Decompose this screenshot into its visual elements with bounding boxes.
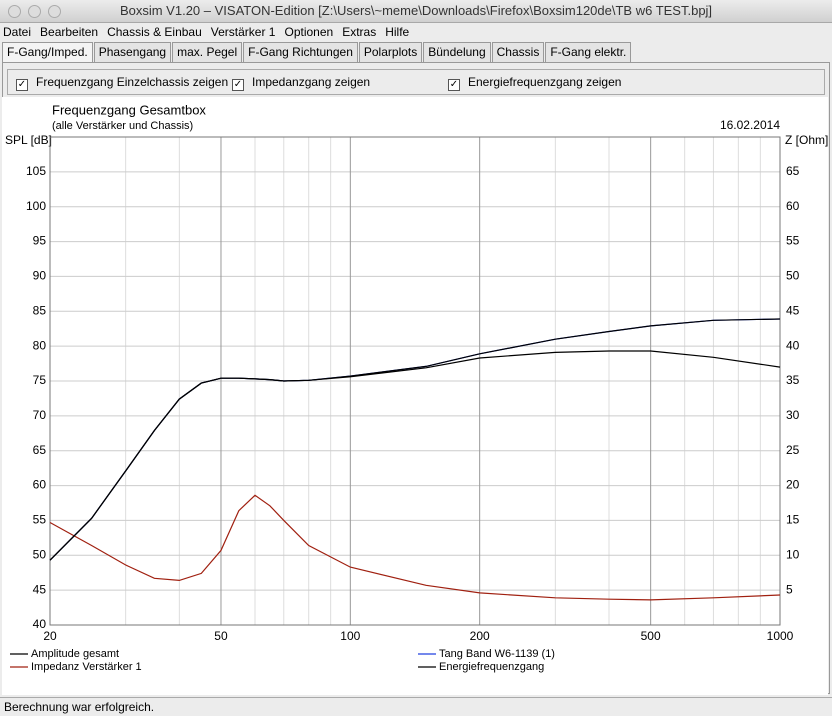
y-tick-label: 90 [33,269,47,283]
checkbox-row: ✓ Frequenzgang Einzelchassis zeigen ✓ Imped… [7,69,825,95]
tab[interactable]: F-Gang Richtungen [243,42,358,62]
y-tick-label: 45 [33,582,47,596]
y2-tick-label: 25 [786,443,800,457]
tab[interactable]: F-Gang/Imped. [2,42,93,62]
y-tick-label: 55 [33,513,47,527]
checkbox[interactable]: ✓ Frequenzgang Einzelchassis zeigen [16,75,228,91]
y2-tick-label: 5 [786,582,793,596]
x-tick-label: 200 [470,629,490,643]
minimize-button[interactable] [28,5,41,18]
tab[interactable]: F-Gang elektr. [545,42,632,62]
menu-item[interactable]: Extras [342,25,377,39]
legend-label: Impedanz Verstärker 1 [31,661,142,673]
y2-tick-label: 15 [786,513,800,527]
chart: Frequenzgang Gesamtbox (alle Verstärker u… [2,97,828,695]
y2-tick-label: 55 [786,234,800,248]
y2-tick-label: 10 [786,547,800,561]
y-tick-label: 100 [26,199,46,213]
y2-tick-label: 35 [786,373,800,387]
legend-label: Tang Band W6-1139 (1) [439,648,555,660]
chart-background [2,97,828,695]
checkbox-label: Frequenzgang Einzelchassis zeigen [36,75,229,89]
zoom-button[interactable] [48,5,61,18]
menu-item[interactable]: Optionen [284,25,334,39]
y2-axis-label: Z [Ohm] [785,133,828,147]
chart-subtitle: (alle Verstärker und Chassis) [52,120,193,132]
y-axis-label: SPL [dB] [5,133,52,147]
series-line [49,494,781,601]
checkbox-label: Energiefrequenzgang zeigen [468,75,622,89]
legend-label: Energiefrequenzgang [439,661,544,673]
y-tick-label: 50 [33,547,47,561]
tab[interactable]: Bündelung [423,42,491,62]
menu-item[interactable]: Datei [3,25,32,39]
plot-frame [49,136,781,626]
y2-tick-label: 50 [786,269,800,283]
y2-tick-label: 20 [786,478,800,492]
menu-item[interactable]: Chassis & Einbau [107,25,202,39]
y-tick-label: 85 [33,303,47,317]
x-tick-label: 20 [43,629,57,643]
chart-title: Frequenzgang Gesamtbox [52,102,206,117]
y2-tick-label: 60 [786,199,800,213]
menu-item[interactable]: Bearbeiten [40,25,99,39]
checkbox-box[interactable]: ✓ [232,79,244,91]
checkbox[interactable]: ✓ Energiefrequenzgang zeigen [448,75,621,91]
checkbox-label: Impedanzgang zeigen [252,75,371,89]
y-tick-label: 95 [33,234,47,248]
y-tick-label: 105 [26,164,46,178]
x-tick-label: 50 [214,629,228,643]
tab-bar: F-Gang/Imped. Phasengang max. Pegel F-Gang … [2,42,632,62]
y2-tick-label: 65 [786,164,800,178]
tab[interactable]: Chassis [491,42,545,62]
checkbox-box[interactable]: ✓ [16,79,28,91]
menu-item[interactable]: Hilfe [385,25,410,39]
x-tick-label: 1000 [767,629,794,643]
checkbox-box[interactable]: ✓ [448,79,460,91]
menu-item[interactable]: Verstärker 1 [210,25,276,39]
y-tick-label: 65 [33,443,47,457]
x-tick-label: 100 [340,629,360,643]
y-tick-label: 70 [33,408,47,422]
tab[interactable]: Polarplots [358,42,423,62]
y-tick-label: 60 [33,478,47,492]
close-button[interactable] [8,5,21,18]
y2-tick-label: 40 [786,338,800,352]
status-bar: Berechnung war erfolgreich. [0,697,832,716]
checkbox[interactable]: ✓ Impedanzgang zeigen [232,75,370,91]
tab[interactable]: Phasengang [93,42,172,62]
y-tick-label: 80 [33,338,47,352]
tab[interactable]: max. Pegel [172,42,243,62]
title-bar: Boxsim V1.20 – VISATON-Edition [Z:\Users… [0,0,832,23]
legend-label: Amplitude gesamt [31,648,119,660]
menu-bar: Datei Bearbeiten Chassis & Einbau Verstärke… [0,23,832,42]
y-tick-label: 75 [33,373,47,387]
series-line [49,318,781,561]
x-tick-label: 500 [641,629,661,643]
y-tick-label: 40 [33,617,47,631]
y2-tick-label: 30 [786,408,800,422]
window-title: Boxsim V1.20 – VISATON-Edition [Z:\Users… [119,3,713,18]
chart-date: 16.02.2014 [720,118,780,132]
y2-tick-label: 45 [786,303,800,317]
